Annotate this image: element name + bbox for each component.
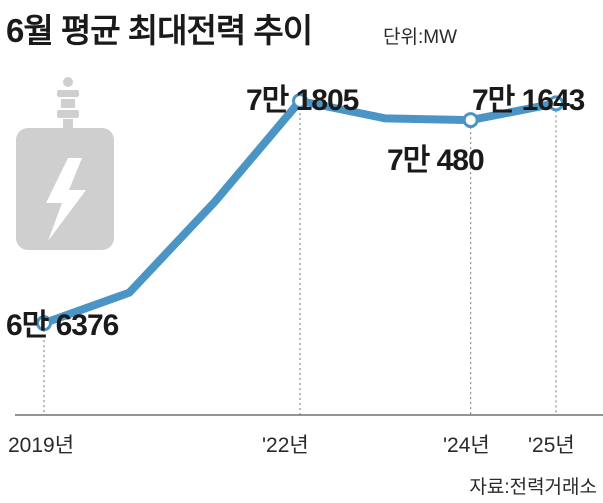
x-tick-label: '24년 bbox=[443, 434, 490, 457]
x-tick-label: '25년 bbox=[528, 434, 575, 457]
data-point bbox=[292, 93, 308, 110]
power-plug-icon bbox=[16, 77, 114, 250]
x-tick-label: '22년 bbox=[262, 434, 309, 457]
source-label: 자료:전력거래소 bbox=[469, 477, 597, 498]
guide-lines bbox=[43, 108, 557, 415]
x-tick-labels: 2019년 '22년 '24년 '25년 bbox=[8, 434, 575, 457]
data-point bbox=[462, 112, 479, 129]
data-point bbox=[36, 315, 52, 332]
data-label: 7만 480 bbox=[387, 144, 484, 177]
lightning-bolt-icon bbox=[46, 158, 86, 241]
chart-title: 6월 평균 최대전력 추이 bbox=[6, 12, 313, 49]
data-labels: 6만 6376 7만 1805 7만 480 7만 1643 bbox=[6, 84, 586, 342]
x-tick-label: 2019년 bbox=[8, 434, 74, 457]
data-point bbox=[548, 95, 564, 112]
data-label: 7만 1643 bbox=[472, 84, 585, 117]
data-label: 6만 6376 bbox=[6, 309, 119, 342]
unit-label: 단위:MW bbox=[383, 27, 457, 48]
data-label: 7만 1805 bbox=[246, 84, 359, 117]
markers bbox=[36, 93, 564, 332]
